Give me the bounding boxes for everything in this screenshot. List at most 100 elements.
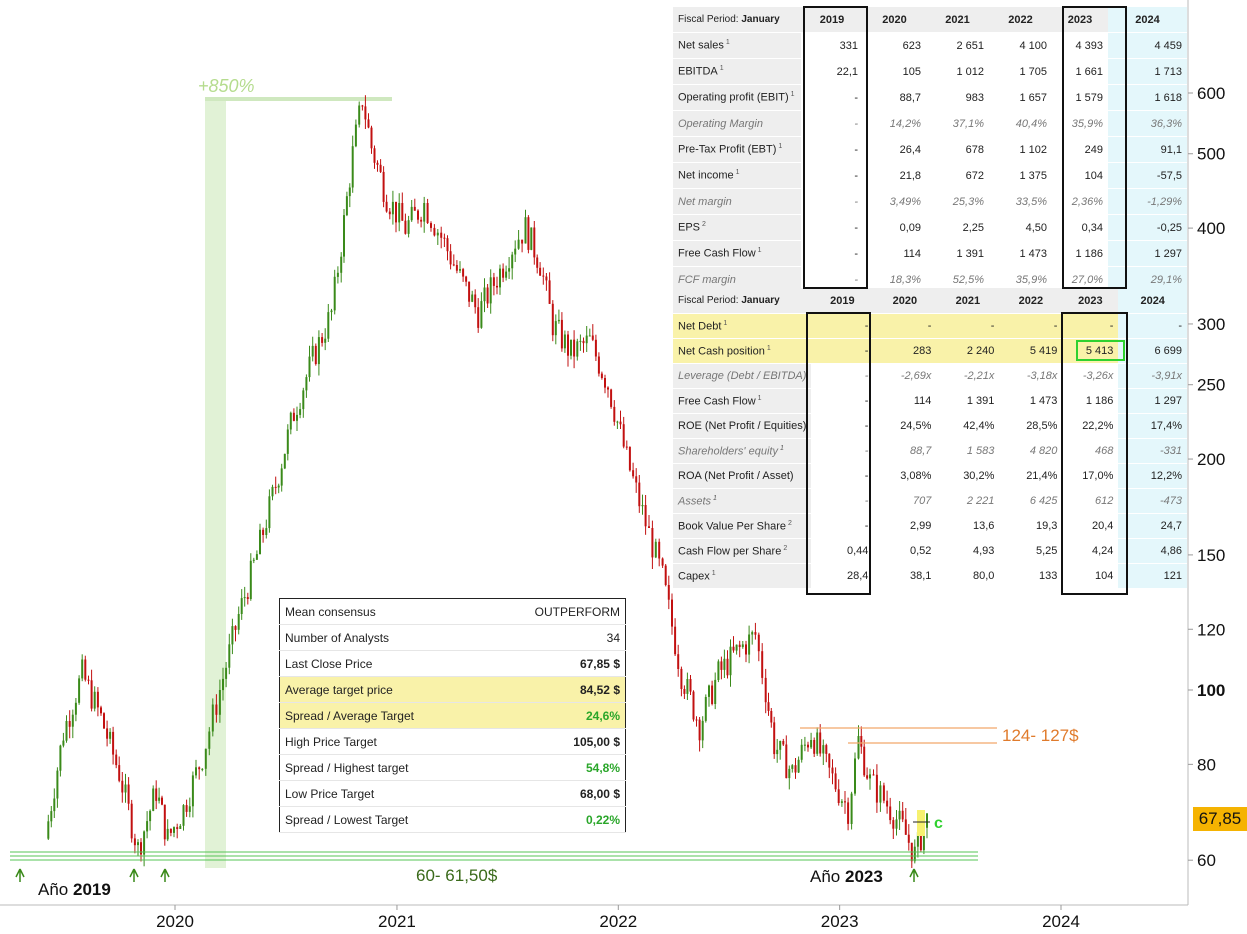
table-row: Net Cash position 1-283 2 240 5 419 5 413 6 6… [673,338,1187,364]
table-cell: 331 [801,32,863,59]
candle-body [788,768,791,779]
year-header: 2024 [1118,288,1187,314]
table-cell: 2,36% [1052,188,1108,215]
candle-body [677,654,680,669]
table-cell: -3,26x [1062,363,1119,389]
table-cell: 36,3% [1108,110,1187,137]
candle-body [118,765,121,781]
consensus-row: High Price Target 105,00 $ [279,728,626,755]
candle-body [658,541,661,559]
candle-body [222,678,224,691]
candle-body [654,541,657,558]
table-cell: 5 413 [1062,338,1119,364]
candle-body [143,831,146,855]
candle-body [671,599,673,627]
table-cell: 3,08% [873,463,937,489]
table-cell: 1 012 [926,58,989,85]
row-label: ROE (Net Profit / Equities) [673,413,812,439]
table-cell: -2,21x [936,363,1000,389]
table-cell: 0,34 [1052,214,1108,241]
candle-body [732,646,735,651]
arrow-up-icon [160,868,170,882]
table-cell: 4 393 [1052,32,1108,59]
candle-body [889,806,892,821]
table-cell: 4,50 [989,214,1052,241]
table-cell: -57,5 [1108,162,1187,189]
candle-body [904,819,907,835]
candle-body [343,215,345,257]
footnote-marker: 1 [735,169,740,177]
candle-body [354,124,357,147]
candle-body [499,268,501,288]
table-cell: 1 713 [1108,58,1187,85]
footnote-marker: 1 [766,344,771,352]
table-row: Net Debt 1- - - - - - [673,313,1187,339]
table-cell: - [999,313,1063,339]
candle-body [622,424,625,447]
candle-body [714,679,717,704]
candle-body [754,632,757,635]
footnote-marker: 1 [757,394,762,402]
consensus-row: Number of Analysts 34 [279,624,626,651]
table-cell: 1 102 [989,136,1052,163]
candle-body [443,237,446,239]
candle-body [764,677,767,703]
table-cell: - [811,363,874,389]
candle-body [844,801,846,803]
consensus-value: 34 [484,624,626,651]
candle-body [635,476,638,483]
year-header: 2022 [999,288,1063,314]
candle-body [345,196,348,216]
table-cell: 26,4 [863,136,926,163]
candle-body [361,105,364,107]
candle-body [508,268,511,272]
footnote-marker: 2 [783,544,788,552]
table-cell: 283 [873,338,937,364]
row-label: Pre-Tax Profit (EBT) 1 [673,136,801,163]
gain-label: +850% [198,76,255,96]
last-candle-highlight [917,810,925,836]
table-cell: - [801,162,863,189]
candle-body [872,774,875,776]
table-cell: - [801,136,863,163]
candle-body [137,842,139,846]
x-tick-label: 2024 [1042,912,1080,931]
table-cell: -473 [1118,488,1187,514]
candle-body [816,732,819,754]
candle-body [173,827,175,833]
candle-body [185,805,188,812]
table-cell: 2,99 [873,513,937,539]
candle-body [770,711,773,723]
row-label: EPS 2 [673,214,801,241]
table-cell: -0,25 [1108,214,1187,241]
candle-body [271,486,274,497]
candle-body [65,721,68,741]
candle-body [228,644,231,668]
candle-body [410,206,413,221]
candle-body [468,281,471,302]
row-label-text: Operating Margin [678,117,763,130]
table-cell: 114 [873,388,937,414]
candle-body [308,356,311,378]
candle-body [395,201,397,223]
candle-body [358,105,361,125]
candle-body [570,339,572,356]
candle-body [289,412,292,430]
table-cell: 1 297 [1108,240,1187,267]
table-cell: 707 [873,488,937,514]
candle-body [449,251,452,265]
candle-body [892,820,895,829]
candle-body [259,529,261,555]
candle-body [407,220,410,234]
table-cell: - [811,338,874,364]
candle-body [794,765,797,773]
consensus-row: Spread / Highest target 54,8% [279,754,626,781]
x-tick-label: 2020 [156,912,194,931]
candle-body [834,773,837,790]
candle-body [674,626,677,655]
table-row: ROE (Net Profit / Equities) -24,5% 42,4% 28… [673,413,1187,439]
candle-body [249,560,252,599]
candle-body [926,813,928,828]
table-cell: 1 473 [989,240,1052,267]
